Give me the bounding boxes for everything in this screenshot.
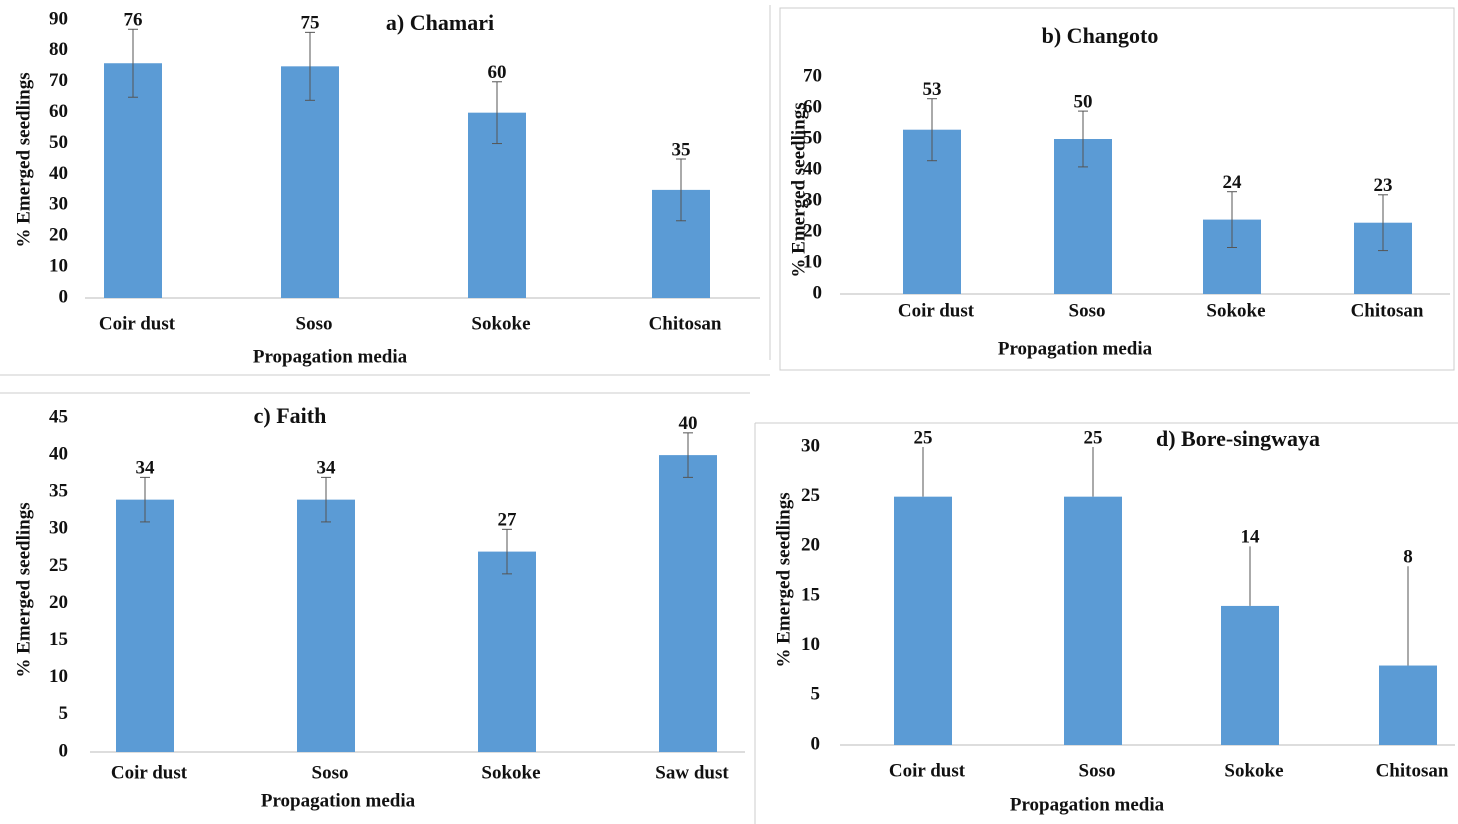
y-tick-label: 35 bbox=[49, 481, 68, 502]
bar bbox=[297, 499, 355, 752]
y-tick-label: 0 bbox=[59, 740, 69, 761]
chart-title: d) Bore-singwaya bbox=[1156, 426, 1320, 451]
y-tick-label: 40 bbox=[49, 163, 68, 184]
data-label: 27 bbox=[498, 510, 518, 531]
y-tick-label: 50 bbox=[803, 127, 822, 148]
x-tick-label: Sokoke bbox=[471, 313, 530, 334]
bar bbox=[894, 496, 952, 745]
bar bbox=[1221, 605, 1279, 745]
x-tick-label: Saw dust bbox=[655, 762, 729, 783]
data-label: 25 bbox=[1084, 427, 1103, 448]
bar bbox=[478, 551, 536, 752]
data-label: 50 bbox=[1074, 91, 1093, 112]
x-tick-label: Soso bbox=[296, 313, 333, 334]
y-tick-label: 70 bbox=[49, 70, 68, 91]
data-label: 53 bbox=[923, 79, 942, 100]
y-tick-label: 5 bbox=[59, 703, 69, 724]
x-tick-label: Sokoke bbox=[1206, 300, 1265, 321]
y-tick-label: 25 bbox=[801, 485, 820, 506]
x-axis-label: Propagation media bbox=[1010, 794, 1165, 815]
bar bbox=[104, 63, 162, 298]
data-label: 60 bbox=[488, 62, 507, 83]
y-tick-label: 90 bbox=[49, 8, 68, 29]
y-tick-label: 50 bbox=[49, 132, 68, 153]
y-tick-label: 60 bbox=[803, 96, 822, 117]
y-tick-label: 80 bbox=[49, 39, 68, 60]
y-tick-label: 20 bbox=[49, 592, 68, 613]
y-axis-label: % Emerged seedlings bbox=[773, 492, 794, 667]
y-tick-label: 15 bbox=[49, 629, 68, 650]
y-tick-label: 0 bbox=[811, 733, 821, 754]
y-tick-label: 20 bbox=[801, 535, 820, 556]
x-axis-label: Propagation media bbox=[998, 338, 1153, 359]
chart-title: a) Chamari bbox=[386, 10, 494, 35]
y-tick-label: 10 bbox=[803, 251, 822, 272]
y-tick-label: 40 bbox=[803, 158, 822, 179]
data-label: 25 bbox=[914, 427, 933, 448]
chart-title: b) Changoto bbox=[1042, 23, 1159, 48]
x-tick-label: Sokoke bbox=[481, 762, 540, 783]
y-tick-label: 25 bbox=[49, 555, 68, 576]
bar bbox=[1064, 496, 1122, 745]
y-tick-label: 5 bbox=[811, 684, 821, 705]
data-label: 24 bbox=[1223, 172, 1243, 193]
x-tick-label: Chitosan bbox=[649, 313, 722, 334]
y-tick-label: 30 bbox=[49, 194, 68, 215]
y-tick-label: 45 bbox=[49, 406, 68, 427]
y-tick-label: 0 bbox=[59, 286, 69, 307]
y-tick-label: 10 bbox=[801, 634, 820, 655]
data-label: 14 bbox=[1241, 527, 1261, 548]
y-axis-label: % Emerged seedlings bbox=[788, 102, 809, 277]
x-tick-label: Chitosan bbox=[1351, 300, 1424, 321]
x-tick-label: Coir dust bbox=[111, 762, 188, 783]
x-tick-label: Soso bbox=[1079, 760, 1116, 781]
x-tick-label: Coir dust bbox=[889, 760, 966, 781]
y-tick-label: 20 bbox=[49, 225, 68, 246]
bar bbox=[116, 499, 174, 752]
y-tick-label: 30 bbox=[801, 435, 820, 456]
data-label: 8 bbox=[1403, 547, 1413, 568]
data-label: 40 bbox=[679, 413, 698, 434]
bar bbox=[659, 455, 717, 752]
panel-border bbox=[779, 7, 1455, 371]
bar bbox=[281, 66, 339, 298]
x-tick-label: Soso bbox=[312, 762, 349, 783]
x-axis-label: Propagation media bbox=[261, 790, 416, 811]
x-tick-label: Chitosan bbox=[1376, 760, 1449, 781]
y-tick-label: 10 bbox=[49, 666, 68, 687]
y-tick-label: 30 bbox=[803, 189, 822, 210]
y-tick-label: 30 bbox=[49, 518, 68, 539]
y-tick-label: 15 bbox=[801, 584, 820, 605]
x-tick-label: Coir dust bbox=[898, 300, 975, 321]
y-tick-label: 40 bbox=[49, 443, 68, 464]
data-label: 34 bbox=[317, 458, 337, 479]
data-label: 23 bbox=[1374, 175, 1393, 196]
y-tick-label: 20 bbox=[803, 220, 822, 241]
y-tick-label: 70 bbox=[803, 65, 822, 86]
y-axis-label: % Emerged seedlings bbox=[13, 502, 34, 677]
data-label: 75 bbox=[301, 13, 320, 34]
y-tick-label: 0 bbox=[813, 282, 823, 303]
bar bbox=[1379, 665, 1437, 745]
y-axis-label: % Emerged seedlings bbox=[13, 72, 34, 247]
data-label: 35 bbox=[672, 139, 691, 160]
data-label: 76 bbox=[124, 10, 143, 31]
data-label: 34 bbox=[136, 458, 156, 479]
y-tick-label: 60 bbox=[49, 101, 68, 122]
x-tick-label: Soso bbox=[1069, 300, 1106, 321]
x-tick-label: Sokoke bbox=[1224, 760, 1283, 781]
x-tick-label: Coir dust bbox=[99, 313, 176, 334]
y-tick-label: 10 bbox=[49, 255, 68, 276]
x-axis-label: Propagation media bbox=[253, 346, 408, 367]
chart-title: c) Faith bbox=[254, 403, 327, 428]
